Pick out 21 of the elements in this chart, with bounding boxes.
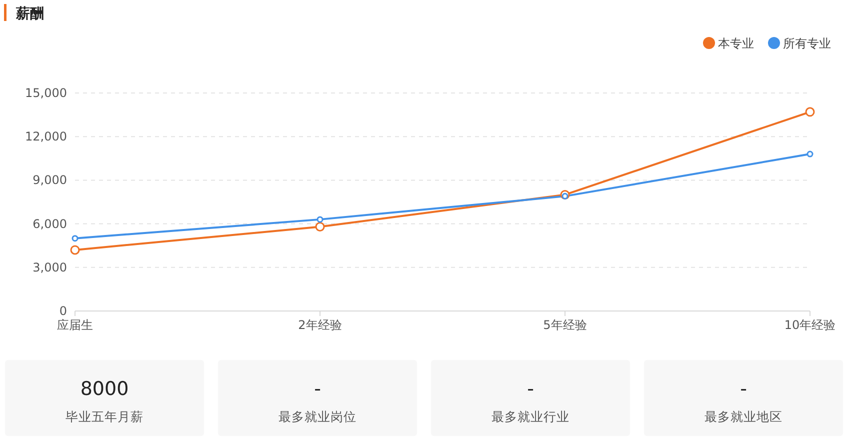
x-tick-label: 10年经验: [784, 318, 836, 332]
y-tick-label: 0: [59, 304, 67, 318]
y-tick-label: 3,000: [32, 260, 67, 274]
y-tick-label: 15,000: [25, 86, 67, 100]
text: 最多就业行业: [492, 409, 570, 424]
text: -: [740, 378, 747, 400]
legend-label: 所有专业: [783, 36, 831, 50]
chart-title: 薪酬: [15, 6, 44, 22]
x-tick-label: 2年经验: [298, 318, 342, 332]
y-tick-label: 12,000: [25, 130, 67, 144]
text: 最多就业地区: [704, 409, 782, 424]
y-tick-label: 6,000: [32, 216, 67, 231]
x-tick-label: 应届生: [57, 318, 93, 332]
text: 最多就业岗位: [278, 409, 356, 424]
text: 8000: [80, 378, 129, 400]
text: -: [527, 378, 534, 400]
y-tick-label: 9,000: [32, 173, 67, 188]
x-tick-label: 5年经验: [543, 318, 587, 332]
text: -: [314, 378, 321, 400]
text: 毕业五年月薪: [66, 409, 144, 424]
legend-label: 本专业: [718, 36, 754, 50]
